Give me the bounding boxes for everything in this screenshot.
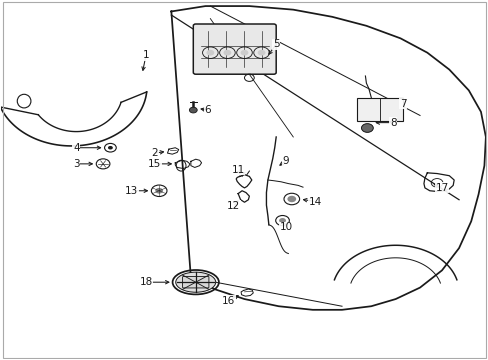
Circle shape (108, 146, 113, 149)
Circle shape (155, 188, 163, 194)
Ellipse shape (175, 272, 215, 292)
FancyBboxPatch shape (182, 276, 208, 288)
Text: 15: 15 (148, 159, 161, 169)
Text: 4: 4 (73, 143, 80, 153)
Circle shape (361, 124, 372, 132)
Circle shape (279, 218, 285, 223)
Text: 13: 13 (124, 186, 138, 196)
Text: 11: 11 (231, 165, 244, 175)
Text: 10: 10 (279, 222, 292, 232)
Text: 9: 9 (282, 156, 289, 166)
Text: 7: 7 (399, 99, 406, 109)
FancyBboxPatch shape (193, 24, 276, 74)
Text: 6: 6 (203, 105, 210, 115)
Circle shape (257, 50, 265, 55)
Text: 1: 1 (142, 50, 149, 60)
Circle shape (240, 50, 248, 55)
Text: 18: 18 (139, 277, 152, 287)
Text: 16: 16 (222, 296, 235, 306)
Text: 14: 14 (308, 197, 321, 207)
Text: 17: 17 (434, 183, 447, 193)
Circle shape (206, 50, 214, 55)
Text: 2: 2 (151, 148, 158, 158)
Text: 8: 8 (389, 118, 396, 128)
Circle shape (223, 50, 231, 55)
Circle shape (287, 196, 296, 202)
Circle shape (189, 107, 197, 113)
Bar (356, 98, 402, 121)
Text: 5: 5 (272, 40, 279, 49)
Text: 12: 12 (227, 201, 240, 211)
Text: 3: 3 (73, 159, 80, 169)
